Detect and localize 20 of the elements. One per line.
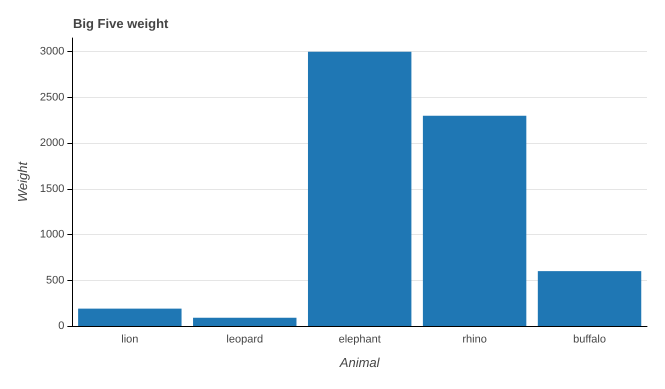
x-tick-label: buffalo [573,334,606,346]
y-tick-label: 0 [58,320,64,332]
y-tick-label: 500 [46,274,64,286]
bar [193,318,296,326]
x-tick-label: rhino [462,334,487,346]
x-tick-label: elephant [338,334,381,346]
y-tick-label: 1500 [40,182,64,195]
bar [78,308,182,326]
x-tick-label: lion [121,334,138,346]
x-tick-label: leopard [226,334,264,346]
y-tick-label: 1000 [40,228,64,241]
bar [538,271,642,326]
x-axis-title: Animal [338,355,381,370]
y-tick-label: 3000 [40,46,64,58]
bar [308,52,412,326]
bar [422,116,526,326]
y-tick-label: 2500 [40,91,64,104]
y-axis-title: Weight [15,160,30,202]
chart-title: Big Five weight [73,16,170,31]
y-tick-label: 2000 [40,137,64,150]
